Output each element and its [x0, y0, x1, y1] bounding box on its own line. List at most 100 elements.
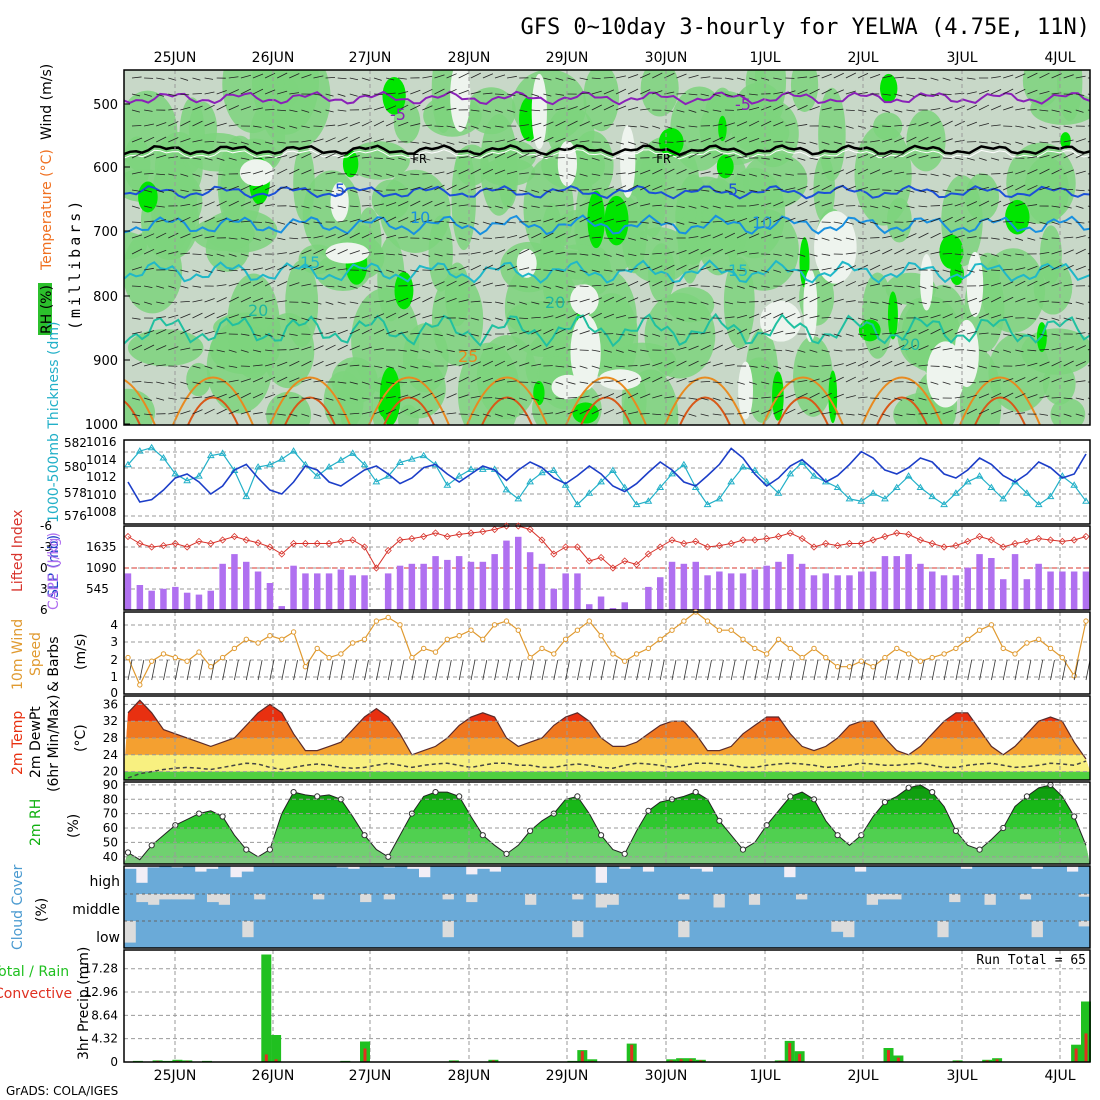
- rh-point: [1023, 793, 1031, 800]
- wind-barb: [265, 108, 275, 111]
- wind-barb: [422, 105, 433, 111]
- thickness-point: [396, 458, 404, 465]
- wind-barb: [361, 137, 373, 143]
- wind-speed-point: [314, 645, 320, 652]
- wind-barb: [567, 233, 578, 239]
- wind-barb: [809, 75, 820, 79]
- wind-barb: [640, 333, 649, 337]
- precip-total-bar: [1081, 1001, 1091, 1062]
- cloud-bar: [182, 921, 196, 948]
- cape-bar: [657, 577, 664, 610]
- wind-barb: [507, 317, 516, 321]
- wind-barb: [531, 249, 542, 255]
- wind-barb: [761, 120, 772, 127]
- wind-barb: [579, 235, 590, 239]
- wind-barb-10m: [1002, 659, 1008, 681]
- wind-barb: [676, 264, 687, 271]
- wind-barb: [761, 329, 772, 335]
- wind-barb: [204, 408, 215, 415]
- wind-barb: [386, 139, 396, 143]
- cloud-bar: [253, 866, 266, 894]
- li-point: [786, 529, 794, 537]
- wind-speed-point: [846, 664, 853, 670]
- wind-barb: [652, 155, 663, 159]
- thickness-point: [762, 477, 771, 485]
- date-label-bottom: 4JUL: [1044, 1068, 1075, 1084]
- wind-barb-10m: [1050, 659, 1055, 681]
- wind-barb: [1027, 221, 1036, 225]
- wind-barb: [857, 237, 867, 240]
- cloud-bar: [277, 866, 290, 894]
- wind-barb: [664, 109, 673, 112]
- wind-barb: [216, 141, 226, 144]
- wind-speed-point: [290, 629, 297, 635]
- wind-barb: [373, 216, 385, 223]
- wind-barb: [749, 269, 758, 273]
- wind-barb: [906, 413, 916, 416]
- li-point: [230, 532, 239, 541]
- li-point: [136, 539, 144, 548]
- cape-bar: [384, 573, 392, 610]
- wind-barb: [1015, 297, 1026, 303]
- rh-point: [905, 784, 912, 791]
- wind-barb: [591, 217, 602, 223]
- cape-bar: [160, 588, 167, 610]
- wind-barb: [506, 301, 515, 305]
- wind-barb: [966, 331, 977, 335]
- thickness-point: [679, 460, 688, 468]
- wind-barb: [809, 201, 820, 207]
- wind-barb: [144, 109, 153, 112]
- wind-barb: [555, 77, 564, 81]
- wind-barb: [942, 216, 953, 223]
- wind-barb-10m: [766, 659, 772, 681]
- cloud-bar: [995, 921, 1009, 948]
- wind-barb: [627, 141, 636, 145]
- wind-barb: [990, 349, 999, 353]
- wind-barb: [325, 317, 335, 320]
- wind-barb: [724, 205, 734, 208]
- wind-barb: [591, 312, 602, 319]
- wind-barb: [313, 380, 324, 383]
- wind-barb: [1039, 413, 1048, 416]
- cloud-bar: [206, 921, 219, 948]
- wind-barb-10m: [931, 659, 937, 681]
- wind-barb: [482, 250, 493, 255]
- wind-barb: [277, 300, 287, 303]
- wind-barb: [434, 106, 445, 111]
- thickness-point: [904, 472, 913, 479]
- wind-barb: [422, 392, 433, 399]
- wind-barb: [168, 314, 179, 319]
- wind-barb: [748, 173, 757, 177]
- wind-barb: [337, 329, 348, 335]
- cape-bar: [704, 575, 711, 610]
- wind-barb: [144, 220, 154, 223]
- wind-barb: [470, 281, 481, 287]
- wind-barb: [567, 269, 576, 273]
- wind-barb: [325, 93, 334, 97]
- wind-barb: [1027, 169, 1038, 175]
- wind-barb: [869, 249, 881, 255]
- wind-speed-point: [267, 633, 273, 639]
- rh-high-patch: [939, 234, 964, 269]
- wind-barb: [894, 124, 904, 127]
- wind-barb: [1039, 109, 1049, 112]
- wind-barb: [748, 217, 760, 223]
- thickness-point: [124, 460, 132, 468]
- wind-barb: [991, 124, 1001, 127]
- wind-barb: [434, 141, 443, 145]
- contour-15: [124, 259, 1090, 284]
- wind-barb: [277, 141, 286, 144]
- wind-barb: [567, 106, 578, 111]
- contour-20: [124, 312, 1090, 348]
- wind-barb: [712, 267, 723, 271]
- li-point: [692, 537, 700, 545]
- rh-band: [124, 784, 1090, 801]
- wind-barb: [301, 169, 312, 175]
- cloud-bar: [465, 921, 478, 948]
- wind-barb: [640, 108, 650, 111]
- cloud-bar: [489, 921, 502, 948]
- wind-barb: [555, 346, 566, 351]
- wind-barb: [1075, 317, 1085, 321]
- cape-bar: [763, 565, 770, 610]
- wind-barb: [845, 361, 857, 367]
